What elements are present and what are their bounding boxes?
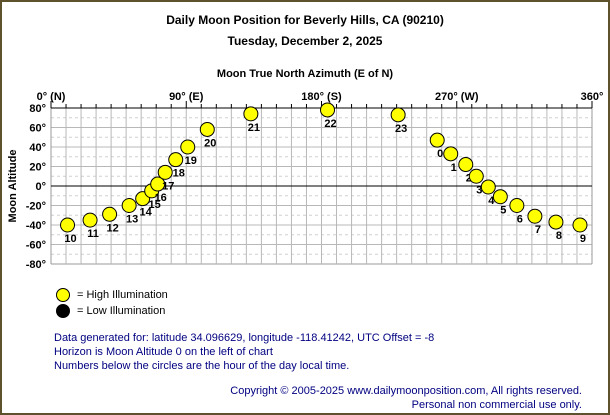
low-illumination-circle-icon	[56, 304, 70, 318]
azimuth-altitude-chart: 0° (N) 90° (E) 180° (S) 270° (W) 360°80°60°4…	[7, 91, 604, 271]
moon-point	[548, 214, 564, 230]
y-tick-label: 20°	[29, 162, 46, 174]
page-title: Daily Moon Position for Beverly Hills, C…	[166, 13, 444, 27]
y-tick-label: -80°	[26, 259, 46, 271]
hour-label: 2	[466, 173, 472, 185]
x-tick-label: 180° (S)	[301, 91, 342, 103]
hour-label: 11	[87, 228, 99, 240]
page-subtitle: Tuesday, December 2, 2025	[227, 34, 383, 48]
moon-point	[443, 146, 459, 162]
legend-item-low: = Low Illumination	[56, 303, 168, 319]
moon-point	[527, 208, 543, 224]
moon-point	[82, 212, 98, 228]
moon-point	[390, 107, 406, 123]
hour-label: 19	[185, 155, 197, 167]
moon-point	[199, 121, 215, 137]
copyright-block: Copyright © 2005-2025 www.dailymoonposit…	[230, 384, 582, 412]
moon-point	[168, 152, 184, 168]
hour-label: 17	[162, 180, 174, 192]
legend-high-label: = High Illumination	[77, 289, 168, 301]
moon-point	[492, 189, 508, 205]
moon-point	[180, 139, 196, 155]
y-tick-label: 60°	[29, 123, 46, 135]
moon-point	[102, 206, 118, 222]
moon-point	[429, 132, 445, 148]
hour-label: 9	[580, 233, 586, 245]
hour-label: 22	[324, 118, 336, 130]
hour-label: 3	[476, 184, 482, 196]
moon-point	[509, 198, 525, 213]
moon-point	[157, 164, 173, 180]
footnote-data-generated: Data generated for: latitude 34.096629, …	[54, 332, 435, 344]
legend-item-high: = High Illumination	[56, 287, 168, 303]
hour-label: 14	[140, 207, 153, 219]
hour-label: 16	[155, 192, 167, 204]
moon-point	[60, 217, 76, 233]
hour-label: 21	[248, 122, 260, 134]
footnote-horizon: Horizon is Moon Altitude 0 on the left o…	[54, 346, 273, 358]
hour-label: 23	[395, 123, 407, 135]
y-tick-label: -60°	[26, 240, 46, 252]
chart-footnotes: Data generated for: latitude 34.096629, …	[54, 331, 434, 373]
moon-point	[572, 217, 588, 233]
x-tick-label: 360°	[581, 91, 604, 103]
hour-label: 5	[500, 205, 506, 217]
hour-label: 18	[173, 168, 185, 180]
hour-label: 7	[535, 224, 541, 236]
hour-label: 12	[106, 222, 118, 234]
high-illumination-circle-icon	[56, 288, 70, 302]
hour-label: 15	[149, 199, 161, 211]
personal-use-line: Personal non commercial use only.	[411, 399, 582, 411]
chart-axis-title: Moon True North Azimuth (E of N)	[216, 68, 394, 80]
x-tick-label: 270° (W)	[435, 91, 479, 103]
y-tick-label: -40°	[26, 220, 46, 232]
x-tick-label: 0° (N)	[37, 91, 66, 103]
x-tick-label: 90° (E)	[169, 91, 204, 103]
moon-point	[243, 106, 259, 122]
y-axis-title: Moon Altitude	[7, 150, 19, 223]
moon-point	[468, 168, 484, 184]
y-tick-label: 40°	[29, 142, 46, 154]
hour-label: 13	[126, 214, 138, 226]
y-tick-label: -20°	[26, 201, 46, 213]
chart-legend: = High Illumination = Low Illumination	[56, 287, 168, 319]
y-tick-label: 0°	[35, 181, 46, 193]
moon-point	[121, 198, 137, 213]
hour-label: 10	[64, 233, 76, 245]
moon-point	[458, 157, 474, 173]
hour-label: 20	[204, 137, 216, 149]
hour-label: 8	[556, 230, 562, 242]
hour-label: 6	[517, 214, 523, 226]
moon-point	[150, 176, 166, 192]
y-tick-label: 80°	[29, 103, 46, 115]
hour-label: 1	[451, 162, 457, 174]
hour-label: 0	[437, 148, 443, 160]
hour-label: 4	[488, 195, 495, 207]
copyright-line: Copyright © 2005-2025 www.dailymoonposit…	[230, 385, 582, 397]
footnote-hour-numbers: Numbers below the circles are the hour o…	[54, 360, 350, 372]
moon-point	[320, 102, 336, 118]
legend-low-label: = Low Illumination	[77, 305, 166, 317]
moon-point	[480, 179, 496, 195]
